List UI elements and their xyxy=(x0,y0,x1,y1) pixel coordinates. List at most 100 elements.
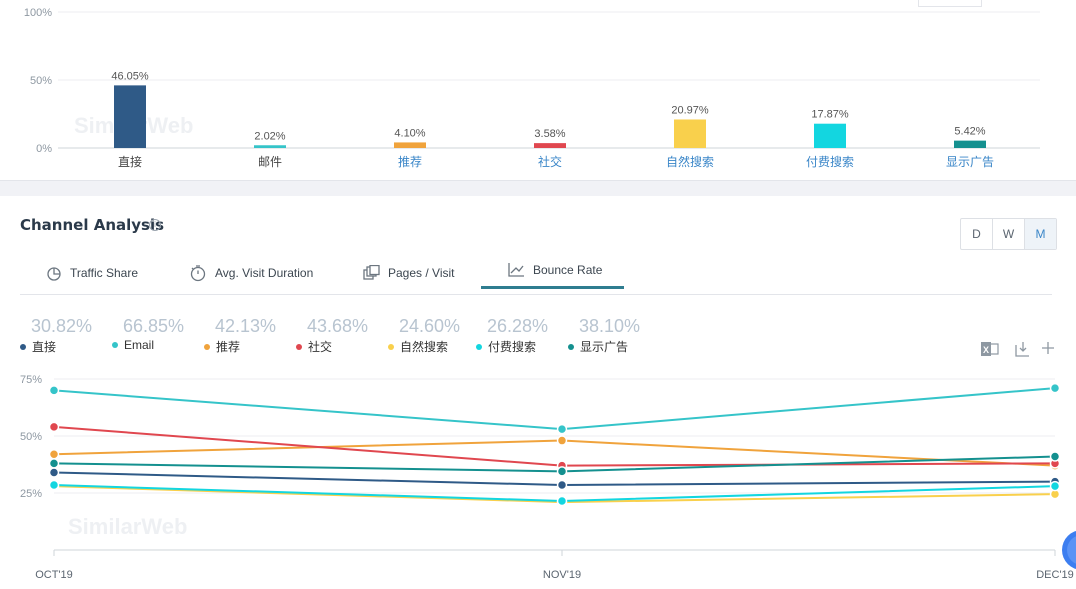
bar-category-label: 直接 xyxy=(118,154,142,169)
chat-widget-button[interactable] xyxy=(1062,530,1076,570)
legend-dot xyxy=(296,343,302,350)
bar[interactable] xyxy=(814,123,846,148)
legend-dot xyxy=(112,342,118,348)
legend-dot xyxy=(568,343,574,350)
bar-value-label: 4.10% xyxy=(394,127,425,139)
legend-item-organic-search[interactable]: 24.60% 自然搜索 xyxy=(388,316,460,355)
line-y-tick-label: 75% xyxy=(20,374,42,386)
download-icon[interactable] xyxy=(1013,340,1031,358)
legend-value: 42.13% xyxy=(215,316,277,336)
legend-item-direct[interactable]: 30.82% 直接 xyxy=(20,316,92,355)
bar-category-label[interactable]: 推荐 xyxy=(398,155,422,169)
series-line[interactable] xyxy=(53,471,1056,487)
legend-item-display-ads[interactable]: 38.10% 显示广告 xyxy=(568,316,640,355)
bar-y-tick-label: 50% xyxy=(30,75,52,87)
series-point[interactable] xyxy=(48,385,60,396)
series-line[interactable] xyxy=(53,387,1056,431)
legend-value: 30.82% xyxy=(31,316,93,336)
legend-dot xyxy=(204,343,210,350)
granularity-week-button[interactable]: W xyxy=(993,219,1025,249)
tab-label: Bounce Rate xyxy=(533,263,603,277)
bar-category-label[interactable]: 自然搜索 xyxy=(666,154,714,169)
series-point[interactable] xyxy=(556,423,568,435)
bar[interactable] xyxy=(534,143,566,148)
legend-dot xyxy=(388,343,394,350)
top-right-control[interactable] xyxy=(918,0,982,7)
granularity-month-button[interactable]: M xyxy=(1025,219,1056,249)
traffic-share-card: 100%50%0% SimilarWeb 46.05%直接2.02%邮件4.10… xyxy=(0,0,1076,181)
bar[interactable] xyxy=(674,119,706,148)
tab-traffic-share[interactable]: Traffic Share xyxy=(46,254,138,292)
legend-dot xyxy=(20,343,26,350)
series-point[interactable] xyxy=(1049,480,1061,492)
legend-label: 推荐 xyxy=(216,340,241,354)
legend-value: 43.68% xyxy=(307,316,369,336)
legend-item-paid-search[interactable]: 26.28% 付费搜索 xyxy=(476,316,548,355)
metric-tabs: Traffic Share Avg. Visit Duration Pages … xyxy=(20,254,1052,295)
tab-label: Avg. Visit Duration xyxy=(215,266,314,280)
series-line[interactable] xyxy=(53,425,1056,467)
info-icon[interactable]: i xyxy=(149,219,161,231)
legend-label: 社交 xyxy=(308,340,333,354)
line-y-tick-label: 25% xyxy=(20,488,42,500)
series-point[interactable] xyxy=(48,448,60,460)
bar-y-tick-label: 0% xyxy=(36,143,52,155)
legend-label: 付费搜索 xyxy=(488,340,537,354)
legend-dot xyxy=(476,343,482,350)
bar-value-label: 20.97% xyxy=(671,104,709,116)
series-point[interactable] xyxy=(556,435,568,446)
series-point[interactable] xyxy=(48,421,60,433)
bar[interactable] xyxy=(954,140,986,148)
series-point[interactable] xyxy=(556,479,568,491)
series-point[interactable] xyxy=(556,495,568,507)
svg-text:X: X xyxy=(983,345,989,355)
bar-value-label: 17.87% xyxy=(811,109,849,121)
series-point[interactable] xyxy=(556,466,568,477)
bar-category-label: 邮件 xyxy=(258,155,282,169)
bar[interactable] xyxy=(394,142,426,148)
bar[interactable] xyxy=(254,145,286,148)
series-point[interactable] xyxy=(48,479,60,491)
legend-item-referral[interactable]: 42.13% 推荐 xyxy=(204,316,276,355)
series-point[interactable] xyxy=(1049,382,1061,394)
bar-value-label: 3.58% xyxy=(534,128,565,140)
bar[interactable] xyxy=(114,85,146,148)
series-point[interactable] xyxy=(48,458,60,469)
line-y-tick-label: 50% xyxy=(20,431,42,443)
bar-y-tick-label: 100% xyxy=(24,7,52,19)
tab-pages-visit[interactable]: Pages / Visit xyxy=(363,254,454,292)
bounce-rate-line-chart: 75% 50% 25% OCT'19 NOV'19 DEC'19 SimilarWeb xyxy=(20,374,1074,581)
series-point[interactable] xyxy=(1049,451,1061,462)
legend-label: 直接 xyxy=(32,340,57,354)
x-tick-label: OCT'19 xyxy=(35,569,73,581)
tab-label: Pages / Visit xyxy=(388,266,455,280)
granularity-day-button[interactable]: D xyxy=(961,219,993,249)
bar-category-label[interactable]: 付费搜索 xyxy=(806,154,854,169)
add-icon[interactable] xyxy=(1041,340,1055,356)
granularity-toggle: D W M xyxy=(960,218,1057,250)
bar-category-label[interactable]: 社交 xyxy=(538,154,562,169)
legend-label: Email xyxy=(124,338,155,352)
pages-icon xyxy=(363,265,380,280)
bar-value-label: 2.02% xyxy=(254,130,285,142)
legend-value: 38.10% xyxy=(579,316,641,336)
bar-category-label[interactable]: 显示广告 xyxy=(946,155,994,169)
traffic-share-bar-chart: 100%50%0% SimilarWeb 46.05%直接2.02%邮件4.10… xyxy=(24,7,1040,169)
legend-item-social[interactable]: 43.68% 社交 xyxy=(296,316,368,355)
stopwatch-icon xyxy=(190,265,206,282)
bar-value-label: 5.42% xyxy=(954,126,985,138)
tab-avg-visit-duration[interactable]: Avg. Visit Duration xyxy=(189,254,313,292)
series-point[interactable] xyxy=(48,467,60,478)
legend-label: 自然搜索 xyxy=(400,340,449,354)
section-title: Channel Analysis xyxy=(20,216,165,234)
tab-label: Traffic Share xyxy=(70,266,139,280)
x-tick-label: NOV'19 xyxy=(543,569,581,581)
legend-item-email[interactable]: 66.85% Email xyxy=(112,316,184,352)
line-watermark: SimilarWeb xyxy=(68,514,187,539)
legend-value: 24.60% xyxy=(399,316,461,336)
series-line[interactable] xyxy=(53,485,1056,504)
excel-export-icon[interactable]: X xyxy=(980,340,999,358)
bar-value-label: 46.05% xyxy=(111,70,149,82)
legend-value: 66.85% xyxy=(123,316,185,336)
tab-bounce-rate[interactable]: Bounce Rate xyxy=(481,254,624,289)
